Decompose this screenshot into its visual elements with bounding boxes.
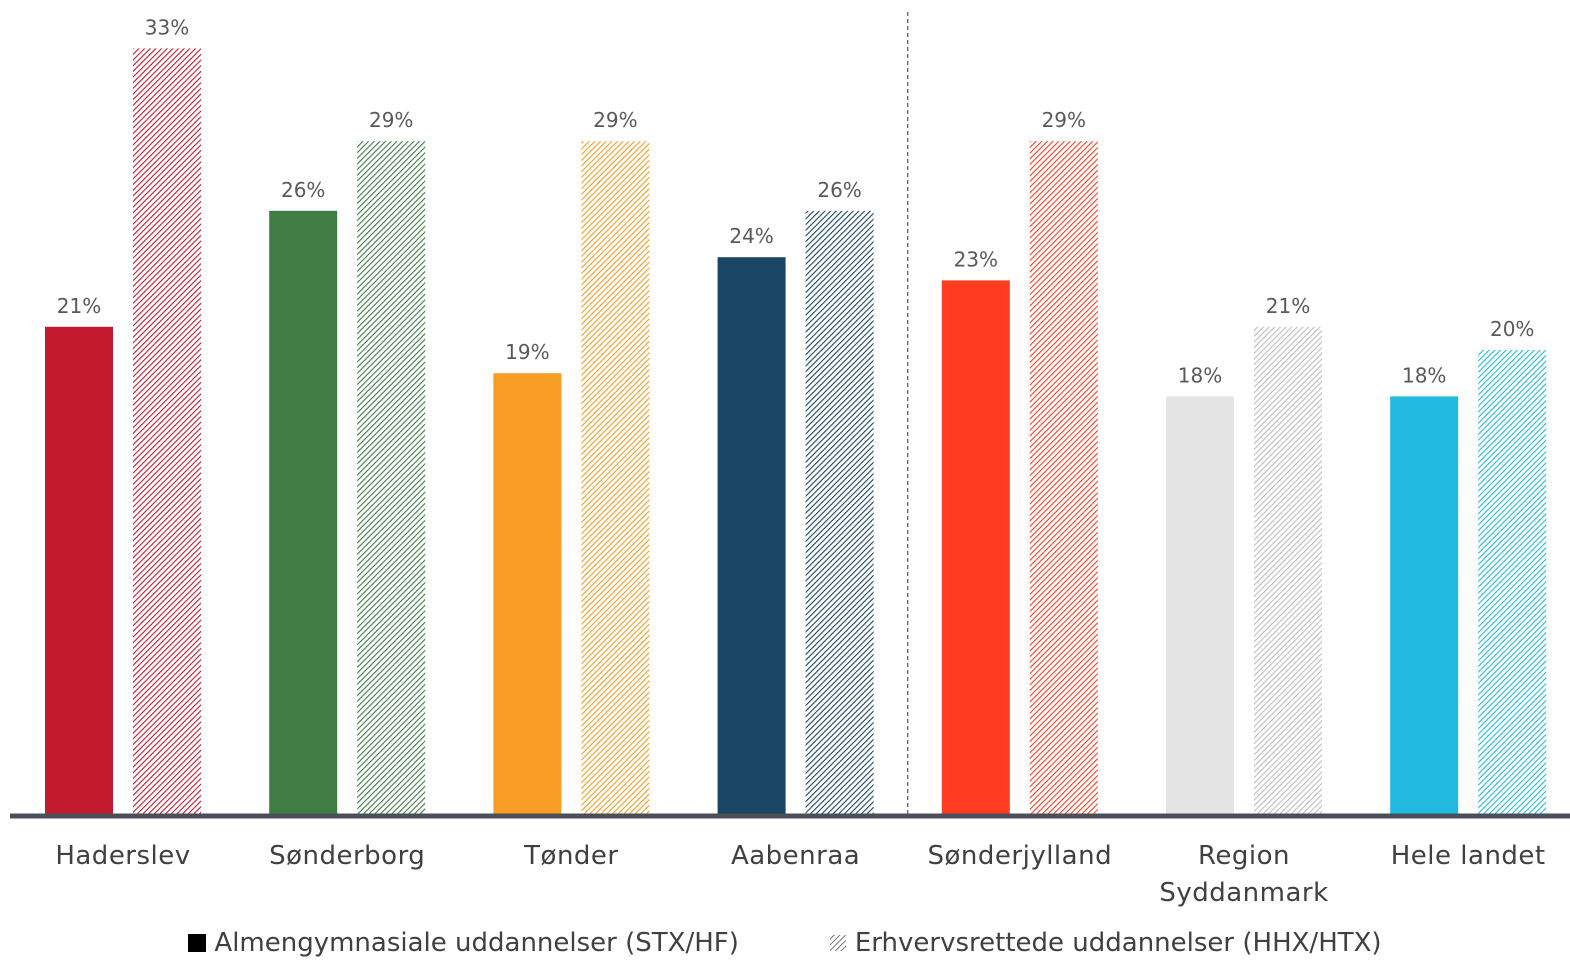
value-label-hatched-3: 26% [817,178,861,202]
bar-hatched-4 [1029,141,1098,814]
value-label-hatched-6: 20% [1490,317,1534,341]
value-label-solid-6: 18% [1402,363,1446,387]
value-label-hatched-5: 21% [1266,294,1310,318]
legend-item-solid: Almengymnasiale uddannelser (STX/HF) [188,927,739,958]
value-label-hatched-4: 29% [1042,108,1086,132]
value-label-solid-3: 24% [729,224,773,248]
bars-group [45,48,1547,815]
bar-hatched-1 [357,141,426,814]
bar-hatched-0 [133,48,201,814]
legend-hatched-swatch-icon [829,934,846,951]
bar-hatched-2 [581,141,650,814]
bar-hatched-6 [1478,350,1547,814]
legend-solid-swatch-icon [188,933,207,952]
value-label-hatched-1: 29% [369,108,413,132]
value-label-solid-2: 19% [505,340,549,364]
value-label-solid-4: 23% [954,247,998,271]
bar-hatched-3 [805,210,874,815]
category-labels-group: Haderslev Sønderborg Tønder Aabenraa Sønderj… [55,841,1545,908]
bar-solid-2 [493,373,562,814]
legend-hatched-label: Erhvervsrettede uddannelser (HHX/HTX) [854,927,1382,958]
bar-hatched-5 [1254,326,1322,814]
category-label-1: Sønderborg [269,841,425,871]
value-label-hatched-2: 29% [593,108,637,132]
bar-solid-4 [941,280,1010,814]
value-label-solid-0: 21% [57,294,101,318]
value-labels-group: 21% 33% 26% 29% 19% 29% 24% 26% 23% 29% 18% 21% 18% 2… [57,15,1535,387]
bar-solid-1 [269,210,338,815]
category-label-5: Region Syddanmark [1159,841,1328,908]
value-label-hatched-0: 33% [145,15,189,39]
bar-solid-0 [45,326,113,814]
category-label-0: Haderslev [55,841,190,871]
value-label-solid-1: 26% [281,178,325,202]
bar-solid-5 [1166,396,1234,814]
category-label-3: Aabenraa [731,841,860,871]
legend: Almengymnasiale uddannelser (STX/HF) Erh… [0,922,1570,963]
bar-solid-3 [717,257,786,814]
category-label-6: Hele landet [1391,841,1546,871]
legend-solid-label: Almengymnasiale uddannelser (STX/HF) [214,927,739,958]
legend-item-hatched: Erhvervsrettede uddannelser (HHX/HTX) [829,928,1382,958]
value-label-solid-5: 18% [1178,363,1222,387]
category-label-2: Tønder [523,841,618,871]
category-label-4: Sønderjylland [928,841,1113,871]
bar-solid-6 [1390,396,1459,814]
